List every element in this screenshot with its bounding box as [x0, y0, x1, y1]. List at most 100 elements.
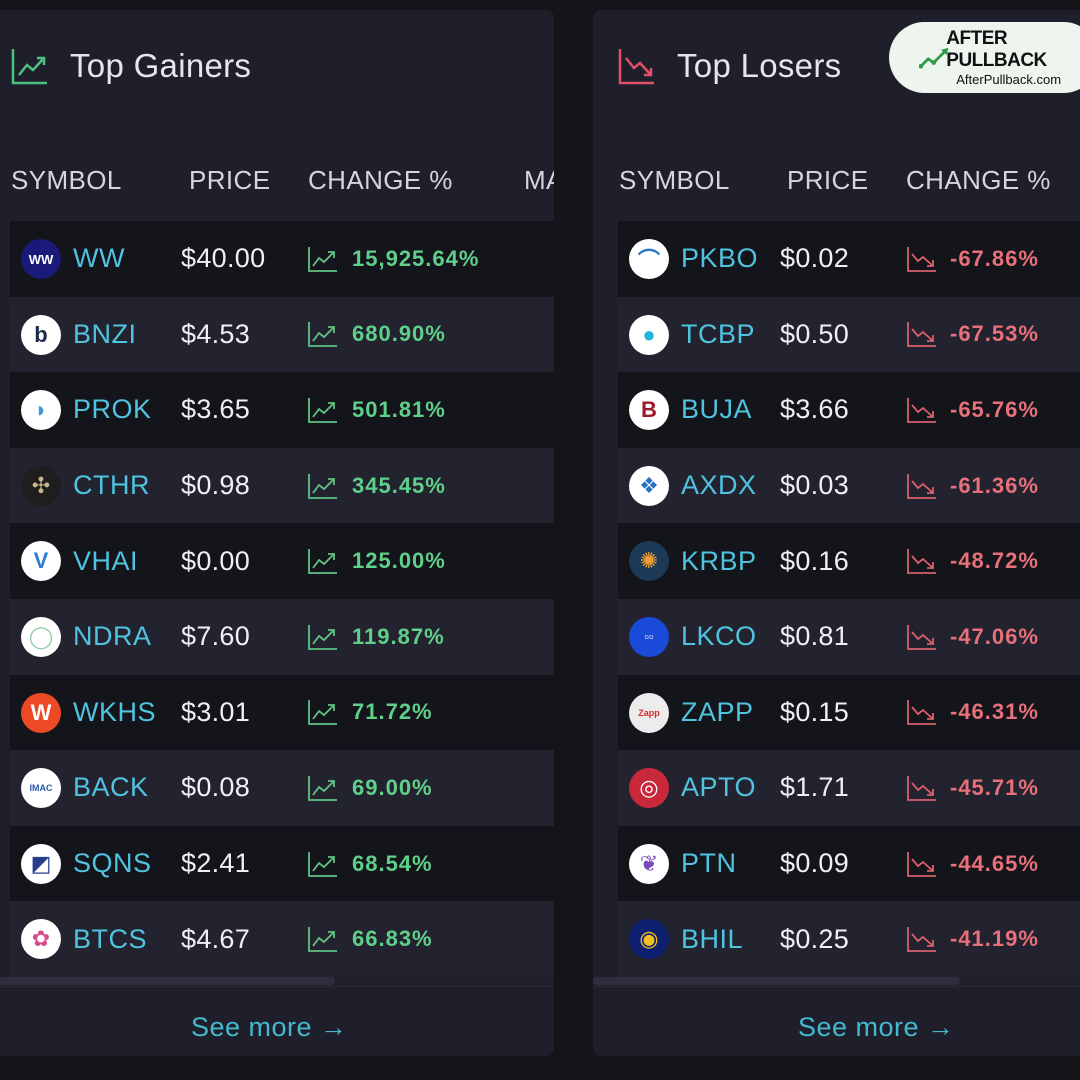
- table-row[interactable]: ◎ APTO $1.71 -45.71%: [618, 750, 1080, 826]
- price-value: $0.00: [181, 545, 251, 576]
- gainers-scrollbar-thumb[interactable]: [0, 977, 335, 985]
- table-row[interactable]: ● TCBP $0.50 -67.53%: [618, 296, 1080, 373]
- trending-down-icon: [906, 472, 938, 500]
- column-header-change[interactable]: CHANGE %: [308, 165, 453, 195]
- table-row[interactable]: B BUJA $3.66 -65.76%: [618, 372, 1080, 448]
- company-logo-icon: ✿: [21, 919, 61, 960]
- table-row[interactable]: ✺ KRBP $0.16 -48.72%: [618, 523, 1080, 599]
- losers-table: ⌒ PKBO $0.02 -67.86% ● TCBP $0.50 -67.53% B BUJA $…: [618, 221, 1080, 977]
- symbol-link[interactable]: TCBP: [681, 318, 756, 349]
- price-value: $7.60: [181, 621, 251, 652]
- trending-up-icon: [307, 698, 339, 726]
- gainers-divider: [0, 986, 554, 987]
- price-value: $4.53: [181, 318, 251, 349]
- symbol-link[interactable]: BTCS: [73, 923, 148, 954]
- company-logo-icon: Zapp: [629, 692, 669, 733]
- trending-down-icon: [906, 320, 938, 348]
- table-row[interactable]: ◯ NDRA $7.60 119.87%: [10, 598, 554, 675]
- column-header-change[interactable]: CHANGE %: [906, 165, 1051, 195]
- column-header-price[interactable]: PRICE: [787, 165, 869, 195]
- symbol-link[interactable]: PTN: [681, 848, 737, 879]
- losers-scrollbar[interactable]: [593, 977, 1080, 985]
- price-value: $2.41: [181, 848, 251, 879]
- symbol-link[interactable]: LKCO: [681, 621, 757, 652]
- symbol-link[interactable]: PROK: [73, 394, 152, 425]
- badge-brand-name: AFTER PULLBACK: [946, 27, 1047, 71]
- trending-up-icon: [307, 774, 339, 802]
- change-percent: -41.19%: [950, 926, 1039, 952]
- symbol-link[interactable]: BACK: [73, 772, 149, 803]
- table-row[interactable]: ✣ CTHR $0.98 345.45%: [10, 447, 554, 524]
- company-logo-icon: ◉: [629, 919, 669, 960]
- trending-up-icon: [307, 396, 339, 424]
- change-percent: -45.71%: [950, 774, 1039, 800]
- trending-down-icon: [906, 698, 938, 726]
- table-row[interactable]: ◩ SQNS $2.41 68.54%: [10, 825, 554, 902]
- trending-up-icon: [307, 623, 339, 651]
- losers-scrollbar-thumb[interactable]: [593, 977, 960, 985]
- table-row[interactable]: W WKHS $3.01 71.72%: [10, 674, 554, 751]
- change-percent: 680.90%: [352, 321, 446, 347]
- top-gainers-panel: Top Gainers SYMBOL PRICE CHANGE % MA WWW…: [0, 10, 554, 1056]
- badge-url: AfterPullback.com: [956, 71, 1062, 87]
- table-row[interactable]: ⌒ PKBO $0.02 -67.86%: [618, 221, 1080, 297]
- symbol-link[interactable]: KRBP: [681, 545, 757, 576]
- trending-down-icon: [906, 245, 938, 273]
- price-value: $0.02: [780, 243, 850, 274]
- symbol-link[interactable]: AXDX: [681, 470, 757, 501]
- losers-title: Top Losers: [677, 47, 842, 84]
- symbol-link[interactable]: ZAPP: [681, 696, 754, 727]
- company-logo-icon: ❦: [629, 843, 669, 884]
- column-header-price[interactable]: PRICE: [189, 165, 271, 195]
- symbol-link[interactable]: WKHS: [73, 696, 156, 727]
- trending-down-icon: [906, 774, 938, 802]
- column-header-symbol[interactable]: SYMBOL: [11, 165, 122, 195]
- symbol-link[interactable]: VHAI: [73, 545, 139, 576]
- top-losers-panel: Top Losers SYMBOL PRICE CHANGE % ⌒ PKBO $0…: [593, 10, 1080, 1056]
- company-logo-icon: ⌒: [629, 239, 669, 279]
- gainers-scrollbar[interactable]: [0, 977, 554, 985]
- table-row[interactable]: ◗ PROK $3.65 501.81%: [10, 372, 554, 448]
- trending-up-icon: [11, 49, 47, 85]
- table-row[interactable]: V VHAI $0.00 125.00%: [10, 523, 554, 599]
- trend-logo-icon: [919, 47, 949, 69]
- company-logo-icon: ◯: [21, 616, 61, 657]
- table-row[interactable]: Zapp ZAPP $0.15 -46.31%: [618, 674, 1080, 751]
- trending-up-icon: [307, 320, 339, 348]
- table-row[interactable]: ▫▫ LKCO $0.81 -47.06%: [618, 598, 1080, 675]
- symbol-link[interactable]: BNZI: [73, 318, 137, 349]
- column-header-symbol[interactable]: SYMBOL: [619, 165, 730, 195]
- company-logo-icon: IMAC: [21, 768, 61, 809]
- column-header-market[interactable]: MA: [524, 165, 554, 195]
- table-row[interactable]: WW WW $40.00 15,925.64%: [10, 221, 554, 297]
- price-value: $0.15: [780, 696, 850, 727]
- symbol-link[interactable]: WW: [73, 243, 125, 274]
- trending-down-icon: [906, 396, 938, 424]
- company-logo-icon: ✺: [629, 541, 669, 582]
- symbol-link[interactable]: APTO: [681, 772, 757, 803]
- price-value: $3.66: [780, 394, 850, 425]
- price-value: $3.65: [181, 394, 251, 425]
- table-row[interactable]: ◉ BHIL $0.25 -41.19%: [618, 901, 1080, 977]
- losers-see-more-link[interactable]: See more →: [798, 1012, 955, 1042]
- symbol-link[interactable]: BUJA: [681, 394, 753, 425]
- company-logo-icon: b: [21, 314, 61, 355]
- company-logo-icon: ❖: [629, 465, 669, 506]
- change-percent: -47.06%: [950, 623, 1039, 649]
- symbol-link[interactable]: CTHR: [73, 470, 150, 501]
- symbol-link[interactable]: BHIL: [681, 923, 744, 954]
- price-value: $0.81: [780, 621, 850, 652]
- symbol-link[interactable]: PKBO: [681, 243, 759, 274]
- table-row[interactable]: ❦ PTN $0.09 -44.65%: [618, 825, 1080, 902]
- company-logo-icon: V: [21, 541, 61, 582]
- table-row[interactable]: ✿ BTCS $4.67 66.83%: [10, 901, 554, 977]
- table-row[interactable]: ❖ AXDX $0.03 -61.36%: [618, 447, 1080, 524]
- table-row[interactable]: IMAC BACK $0.08 69.00%: [10, 750, 554, 826]
- trending-up-icon: [307, 850, 339, 878]
- trending-down-icon: [906, 925, 938, 953]
- trending-up-icon: [307, 472, 339, 500]
- symbol-link[interactable]: SQNS: [73, 848, 152, 879]
- symbol-link[interactable]: NDRA: [73, 621, 152, 652]
- table-row[interactable]: b BNZI $4.53 680.90%: [10, 296, 554, 373]
- gainers-see-more-link[interactable]: See more →: [191, 1012, 348, 1042]
